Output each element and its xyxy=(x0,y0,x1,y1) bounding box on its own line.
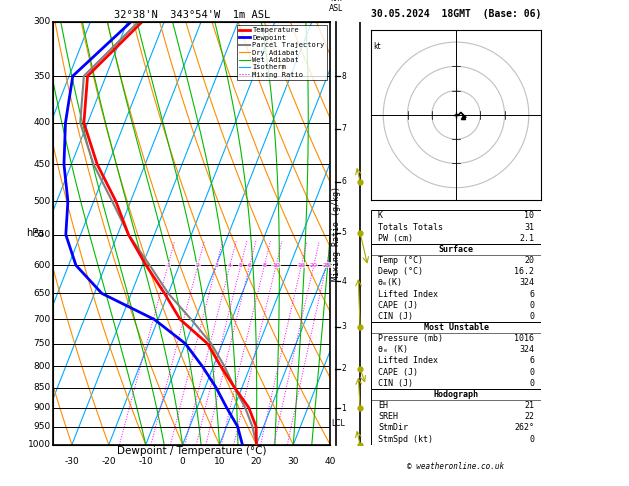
Text: 22: 22 xyxy=(524,412,534,421)
Text: 324: 324 xyxy=(519,278,534,287)
Text: 450: 450 xyxy=(33,160,51,169)
Text: Most Unstable: Most Unstable xyxy=(423,323,489,332)
Text: Pressure (mb): Pressure (mb) xyxy=(378,334,443,343)
Text: 6: 6 xyxy=(342,177,346,186)
Bar xyxy=(371,210,541,244)
Text: 2.1: 2.1 xyxy=(519,234,534,243)
Bar xyxy=(371,389,541,445)
Text: 6: 6 xyxy=(529,357,534,365)
Text: 750: 750 xyxy=(33,339,51,348)
Text: CIN (J): CIN (J) xyxy=(378,312,413,321)
Title: 32°38'N  343°54'W  1m ASL: 32°38'N 343°54'W 1m ASL xyxy=(114,10,270,20)
Text: 4: 4 xyxy=(342,277,346,286)
Text: Lifted Index: Lifted Index xyxy=(378,290,438,298)
Text: 16.2: 16.2 xyxy=(514,267,534,276)
Text: kt: kt xyxy=(374,42,381,51)
Text: 800: 800 xyxy=(33,362,51,371)
Text: 700: 700 xyxy=(33,315,51,324)
Text: 300: 300 xyxy=(33,17,51,26)
Text: LCL: LCL xyxy=(331,419,345,428)
Text: Totals Totals: Totals Totals xyxy=(378,223,443,232)
Text: 324: 324 xyxy=(519,346,534,354)
Text: 350: 350 xyxy=(33,71,51,81)
Text: 2: 2 xyxy=(196,263,200,268)
Text: 25: 25 xyxy=(323,263,330,268)
Text: 30: 30 xyxy=(287,457,299,467)
Text: 3: 3 xyxy=(214,263,218,268)
Text: 0: 0 xyxy=(180,457,186,467)
Text: 500: 500 xyxy=(33,197,51,206)
Text: θₑ(K): θₑ(K) xyxy=(378,278,403,287)
Text: Temp (°C): Temp (°C) xyxy=(378,256,423,265)
Text: 8: 8 xyxy=(342,71,346,81)
Text: 0: 0 xyxy=(529,379,534,388)
Text: 650: 650 xyxy=(33,289,51,298)
Text: Dewp (°C): Dewp (°C) xyxy=(378,267,423,276)
Text: 900: 900 xyxy=(33,403,51,412)
Text: θₑ (K): θₑ (K) xyxy=(378,346,408,354)
Bar xyxy=(371,322,541,389)
Text: Hodograph: Hodograph xyxy=(433,390,479,399)
Text: 0: 0 xyxy=(529,367,534,377)
Text: Lifted Index: Lifted Index xyxy=(378,357,438,365)
Text: 550: 550 xyxy=(33,230,51,239)
Text: 2: 2 xyxy=(342,364,346,373)
Text: 600: 600 xyxy=(33,261,51,270)
Text: K: K xyxy=(378,211,383,221)
Text: 1000: 1000 xyxy=(28,440,51,449)
Text: 10: 10 xyxy=(272,263,280,268)
Text: 20: 20 xyxy=(524,256,534,265)
Text: 8: 8 xyxy=(262,263,266,268)
Text: 1016: 1016 xyxy=(514,334,534,343)
Text: 10: 10 xyxy=(214,457,225,467)
Text: 850: 850 xyxy=(33,383,51,392)
Bar xyxy=(371,244,541,322)
Text: 31: 31 xyxy=(524,223,534,232)
Text: 30.05.2024  18GMT  (Base: 06): 30.05.2024 18GMT (Base: 06) xyxy=(371,9,541,19)
Text: 0: 0 xyxy=(529,312,534,321)
Text: StmDir: StmDir xyxy=(378,423,408,433)
Y-axis label: Mixing Ratio (g/kg): Mixing Ratio (g/kg) xyxy=(331,186,341,281)
Text: 1: 1 xyxy=(342,404,346,413)
Text: 20: 20 xyxy=(310,263,318,268)
Text: 262°: 262° xyxy=(514,423,534,433)
Text: -30: -30 xyxy=(65,457,79,467)
Text: 3: 3 xyxy=(342,322,346,331)
Text: 40: 40 xyxy=(325,457,336,467)
Text: SREH: SREH xyxy=(378,412,398,421)
Text: EH: EH xyxy=(378,401,388,410)
Text: 10: 10 xyxy=(524,211,534,221)
Text: 1: 1 xyxy=(166,263,170,268)
Text: hPa: hPa xyxy=(26,228,45,238)
Text: 6: 6 xyxy=(529,290,534,298)
Text: CAPE (J): CAPE (J) xyxy=(378,301,418,310)
Text: -20: -20 xyxy=(101,457,116,467)
Text: CIN (J): CIN (J) xyxy=(378,379,413,388)
Text: km
ASL: km ASL xyxy=(329,0,343,14)
Text: 0: 0 xyxy=(529,301,534,310)
X-axis label: Dewpoint / Temperature (°C): Dewpoint / Temperature (°C) xyxy=(117,446,267,456)
Text: CAPE (J): CAPE (J) xyxy=(378,367,418,377)
Text: 400: 400 xyxy=(33,119,51,127)
Text: 16: 16 xyxy=(298,263,305,268)
Text: PW (cm): PW (cm) xyxy=(378,234,413,243)
Text: Surface: Surface xyxy=(438,245,474,254)
Text: 4: 4 xyxy=(228,263,232,268)
Text: StmSpd (kt): StmSpd (kt) xyxy=(378,434,433,444)
Text: 6: 6 xyxy=(248,263,252,268)
Text: 950: 950 xyxy=(33,422,51,431)
Text: 21: 21 xyxy=(524,401,534,410)
Text: 5: 5 xyxy=(342,228,346,237)
Text: -10: -10 xyxy=(138,457,153,467)
Text: © weatheronline.co.uk: © weatheronline.co.uk xyxy=(408,462,504,471)
Text: 5: 5 xyxy=(239,263,243,268)
Text: 0: 0 xyxy=(529,434,534,444)
Text: 7: 7 xyxy=(342,124,346,134)
Legend: Temperature, Dewpoint, Parcel Trajectory, Dry Adiabat, Wet Adiabat, Isotherm, Mi: Temperature, Dewpoint, Parcel Trajectory… xyxy=(237,25,326,80)
Text: 20: 20 xyxy=(251,457,262,467)
